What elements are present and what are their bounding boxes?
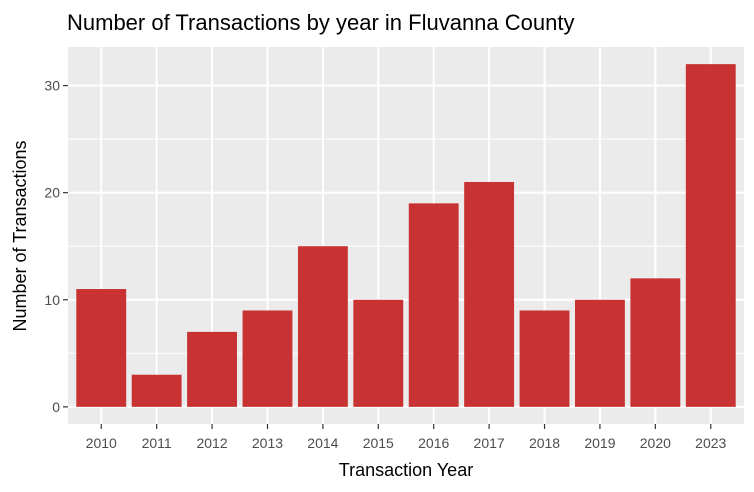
bar-2018: [519, 310, 570, 407]
bar-2013: [242, 310, 293, 407]
bar-2023: [685, 64, 736, 407]
bars: [76, 64, 736, 407]
bar-2012: [187, 331, 237, 407]
x-axis-title: Transaction Year: [339, 460, 473, 480]
x-tick-label: 2019: [584, 435, 615, 451]
x-tick-label: 2016: [418, 435, 449, 451]
bar-2011: [131, 374, 182, 407]
bar-2019: [575, 299, 625, 407]
x-tick-label: 2011: [142, 435, 172, 451]
x-tick-label: 2010: [86, 435, 117, 451]
bar-2017: [464, 181, 515, 407]
bar-2010: [76, 289, 127, 407]
y-tick-label: 30: [44, 78, 60, 94]
y-axis-title: Number of Transactions: [10, 140, 30, 331]
bar-2014: [297, 246, 348, 407]
y-tick-label: 10: [44, 292, 60, 308]
x-tick-label: 2023: [695, 435, 726, 451]
x-tick-label: 2017: [474, 435, 505, 451]
y-tick-label: 20: [44, 185, 60, 201]
x-tick-label: 2020: [640, 435, 671, 451]
bar-2020: [630, 278, 681, 407]
x-tick-label: 2014: [307, 435, 338, 451]
y-axis: 0 10 20 30: [44, 78, 68, 415]
bar-2016: [408, 203, 459, 407]
x-tick-label: 2013: [252, 435, 283, 451]
y-tick-label: 0: [52, 399, 60, 415]
bar-2015: [353, 299, 404, 407]
x-tick-label: 2018: [529, 435, 560, 451]
chart-title: Number of Transactions by year in Fluvan…: [67, 10, 574, 35]
x-tick-label: 2015: [363, 435, 394, 451]
x-axis: 2010 2011 2012 2013 2014 2015 2016 2017 2018 2019…: [86, 424, 727, 451]
x-tick-label: 2012: [196, 435, 227, 451]
